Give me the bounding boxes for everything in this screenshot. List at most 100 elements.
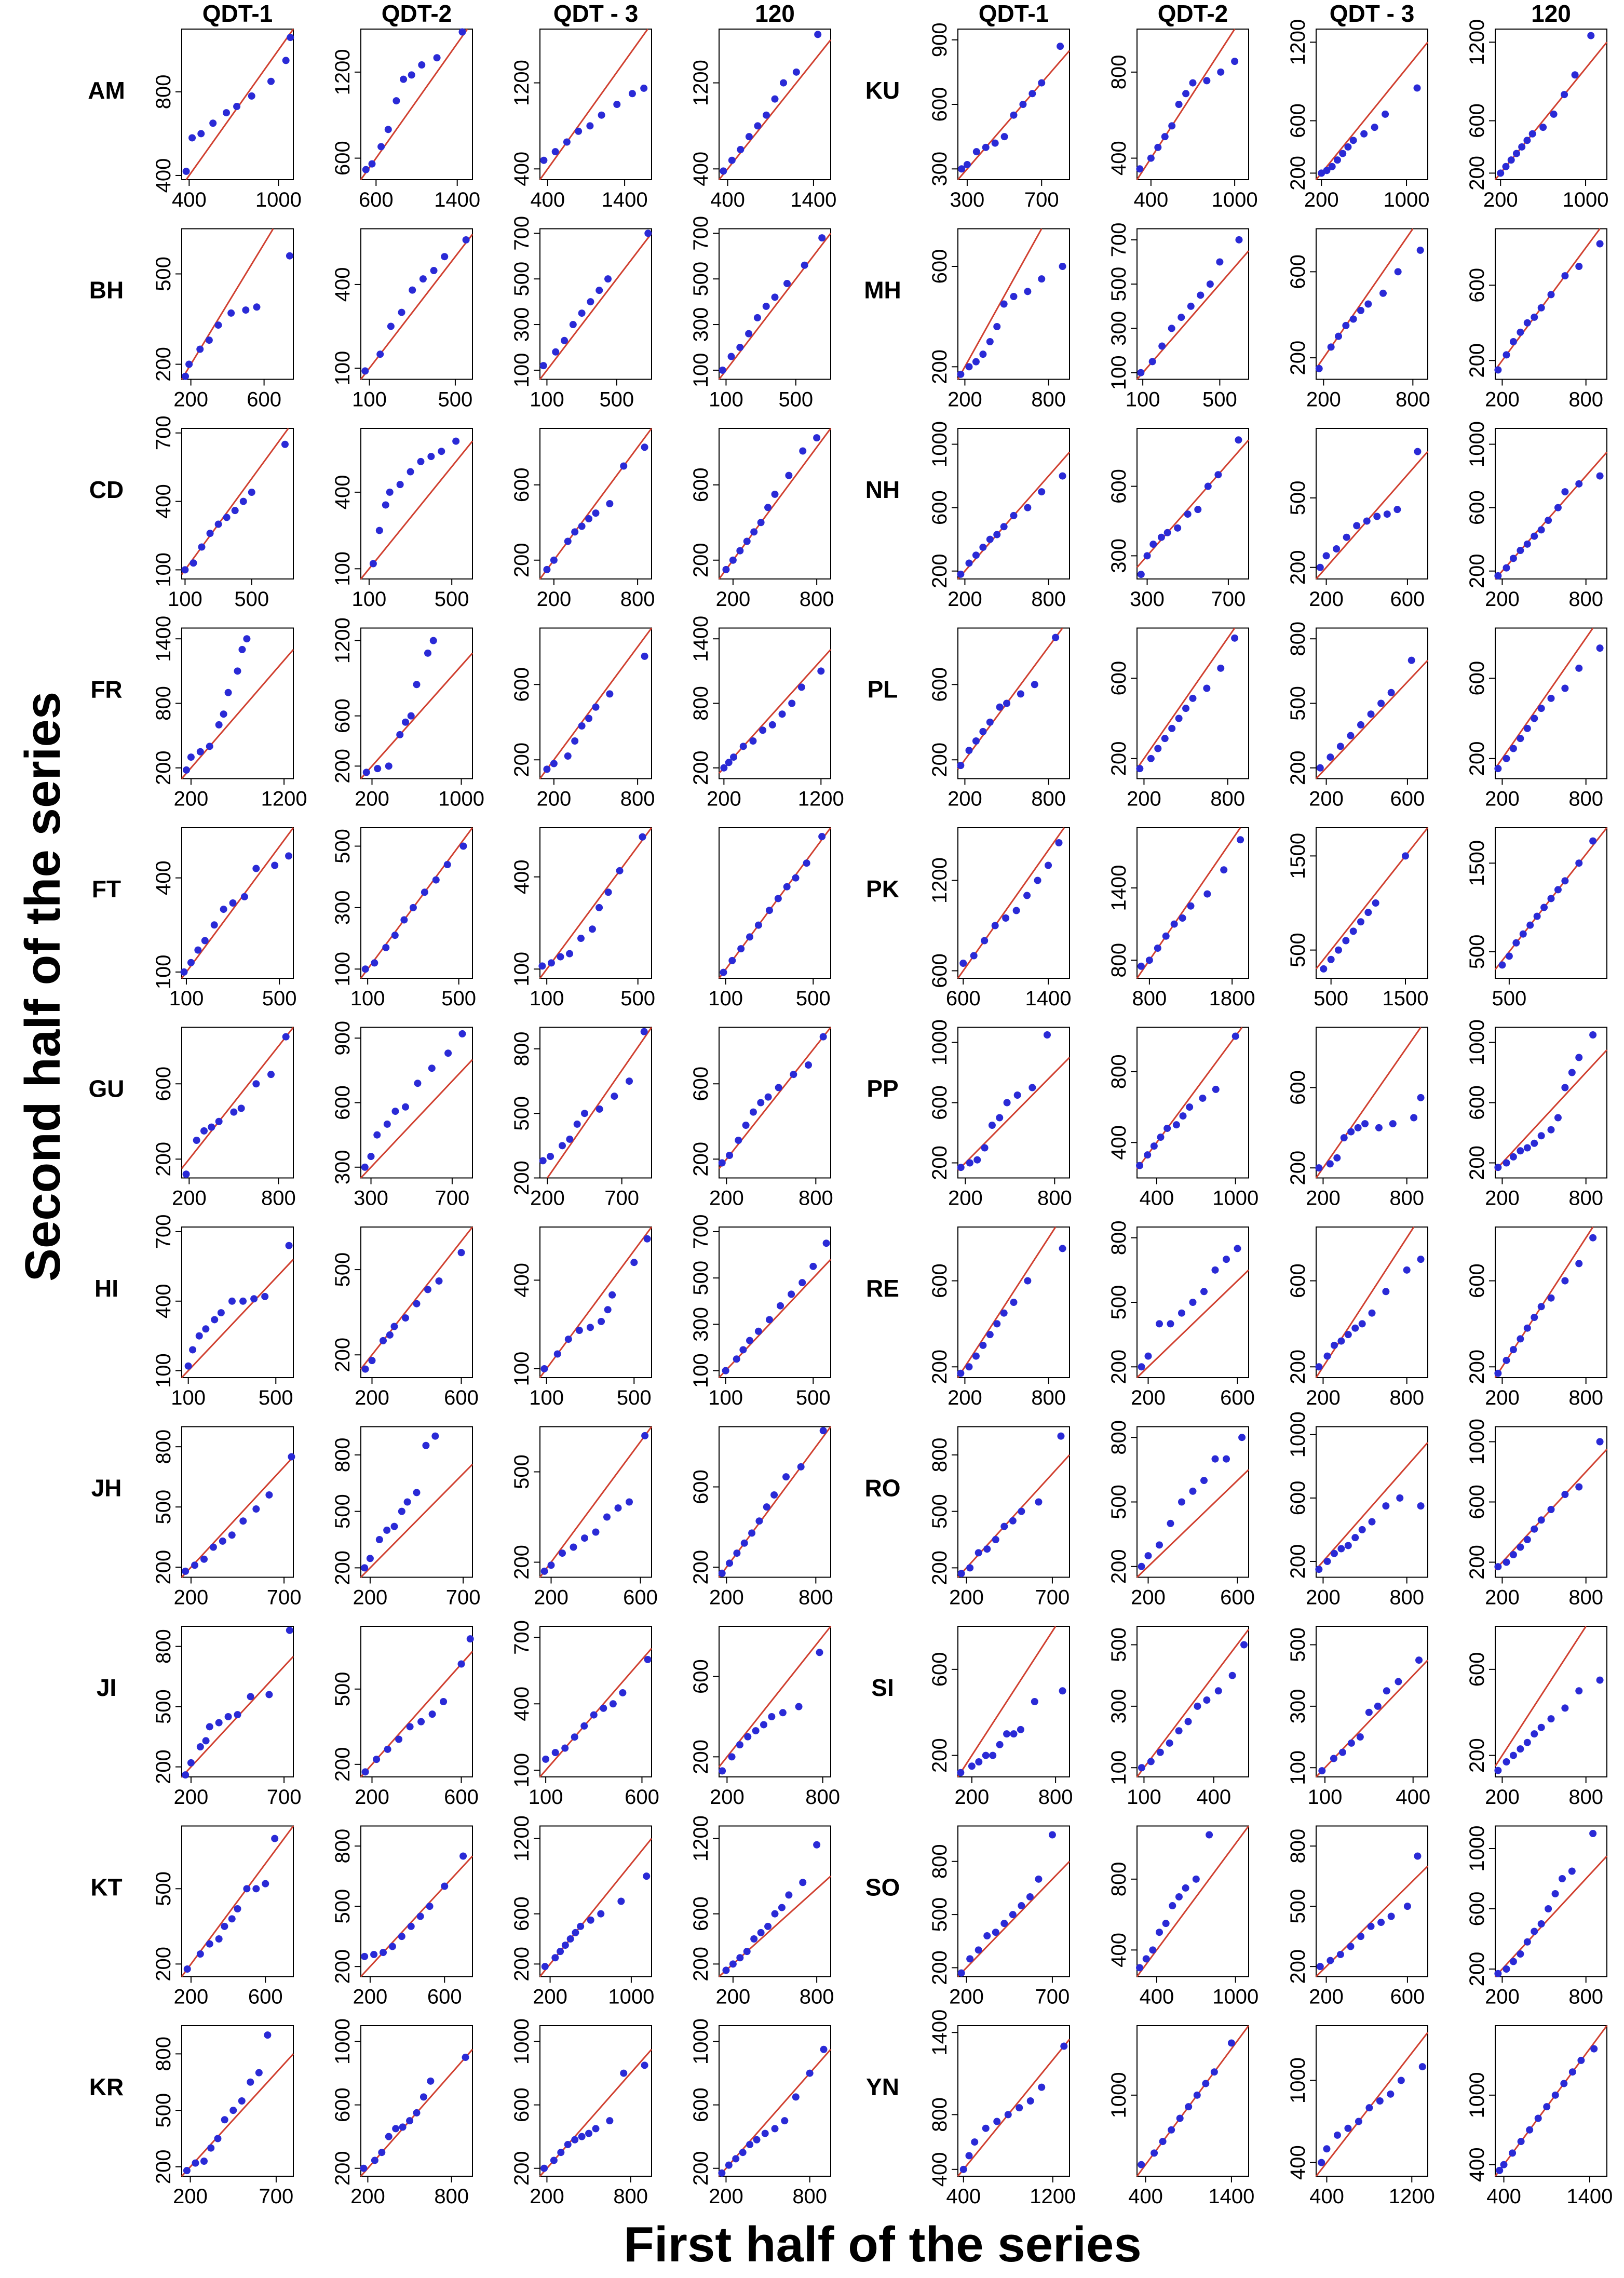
point: [1231, 58, 1239, 65]
x-tick-label: 600: [1390, 1986, 1425, 2009]
point: [1337, 1337, 1345, 1345]
point: [1187, 302, 1195, 310]
point: [1349, 315, 1357, 323]
point: [1059, 263, 1066, 270]
point: [285, 1242, 293, 1249]
point: [444, 1049, 452, 1057]
x-tick-label: 800: [261, 1187, 296, 1210]
column-title: 120: [755, 0, 795, 27]
point: [966, 1564, 974, 1572]
x-tick-label: 100: [168, 588, 202, 611]
plot-frame: [1316, 1426, 1428, 1578]
y-tick-label: 300: [1107, 538, 1130, 573]
point: [406, 2117, 414, 2125]
y-tick-label: 300: [1287, 1689, 1309, 1724]
row-label: JH: [91, 1474, 122, 1501]
point: [182, 372, 190, 380]
point: [581, 1534, 588, 1542]
x-tick-label: 700: [604, 1187, 639, 1210]
x-tick-label: 200: [1309, 788, 1344, 811]
point: [1547, 694, 1555, 702]
point: [1347, 1943, 1355, 1950]
x-tick-label: 600: [623, 1586, 658, 1609]
point: [596, 1105, 603, 1113]
x-tick-label: 800: [1031, 1386, 1066, 1409]
reference-line: [1315, 827, 1429, 969]
x-tick-label: 200: [1485, 1386, 1520, 1409]
point: [1551, 2091, 1559, 2099]
x-tick-label: 200: [1485, 1986, 1520, 2009]
point: [1038, 275, 1046, 283]
y-tick-label: 600: [510, 667, 533, 702]
point: [965, 559, 973, 567]
x-tick-label: 400: [530, 188, 565, 211]
column-title: QDT-1: [979, 0, 1049, 27]
point: [1330, 1755, 1337, 1762]
point: [231, 507, 239, 515]
point: [1147, 154, 1155, 162]
point: [764, 1922, 772, 1930]
x-tick-label: 500: [1314, 987, 1348, 1010]
point: [1010, 511, 1018, 519]
x-tick-label: 800: [434, 2185, 469, 2208]
point: [598, 1317, 605, 1325]
point: [1330, 1341, 1338, 1349]
y-tick-label: 300: [331, 1150, 354, 1184]
point: [762, 302, 770, 310]
x-tick-label: 200: [1485, 1187, 1520, 1210]
x-tick-label: 1400: [434, 188, 480, 211]
point: [550, 2156, 558, 2164]
point: [1408, 656, 1415, 664]
x-tick-label: 800: [1568, 1586, 1603, 1609]
point: [1417, 1502, 1425, 1510]
point: [211, 1316, 219, 1324]
point: [182, 766, 190, 774]
point: [240, 893, 248, 900]
x-tick-label: 200: [355, 1786, 389, 1809]
point: [1154, 945, 1161, 952]
point: [424, 649, 431, 657]
point: [957, 762, 965, 770]
point: [1167, 1320, 1174, 1328]
x-tick-label: 400: [1140, 1187, 1174, 1210]
point: [1175, 715, 1183, 722]
y-tick-label: 600: [1287, 254, 1309, 289]
point: [1575, 1054, 1583, 1061]
point: [586, 122, 594, 130]
point: [261, 1292, 269, 1300]
y-tick-label: 1200: [1287, 19, 1309, 65]
y-tick-label: 600: [1107, 469, 1130, 504]
point: [1154, 143, 1162, 151]
reference-line: [360, 1226, 473, 1370]
x-tick-label: 1800: [1209, 987, 1255, 1010]
point: [1323, 2145, 1331, 2153]
point: [1057, 1432, 1065, 1440]
y-tick-label: 400: [331, 475, 354, 510]
point: [209, 119, 217, 127]
point: [1333, 1154, 1341, 1162]
point: [569, 321, 577, 329]
y-tick-label: 1000: [1287, 2057, 1309, 2104]
point: [252, 1505, 260, 1513]
point: [1227, 2039, 1235, 2047]
y-tick-label: 500: [928, 1494, 951, 1529]
point: [1144, 1151, 1152, 1159]
y-tick-label: 200: [928, 1950, 951, 1985]
point: [1596, 1676, 1604, 1684]
point: [187, 959, 195, 966]
point: [196, 1743, 204, 1750]
point: [792, 2093, 800, 2101]
point: [443, 861, 451, 869]
point: [968, 1762, 976, 1770]
x-tick-label: 200: [534, 1586, 569, 1609]
point: [1343, 533, 1350, 541]
reference-line: [957, 228, 1043, 380]
point: [759, 726, 767, 734]
point: [1231, 1032, 1239, 1040]
point: [764, 1093, 772, 1101]
plot-frame: [1495, 2025, 1607, 2177]
point: [604, 888, 612, 896]
x-tick-label: 1200: [798, 788, 844, 811]
point: [217, 1309, 225, 1317]
x-tick-label: 200: [707, 788, 741, 811]
